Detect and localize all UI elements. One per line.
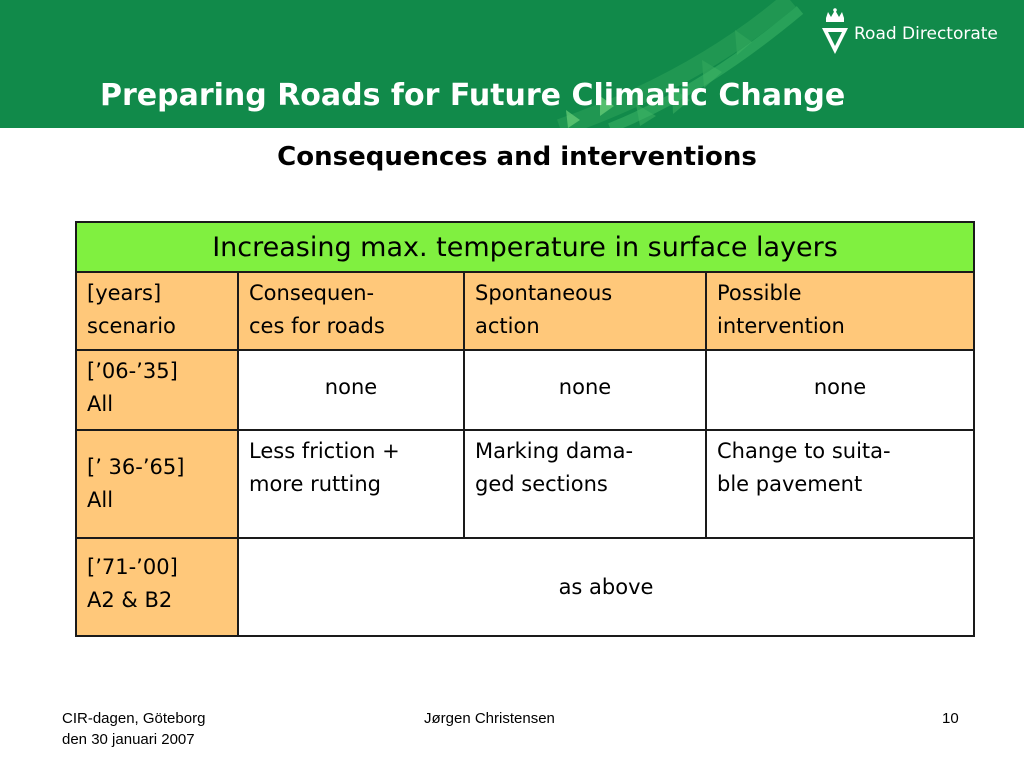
consequences-cell: none xyxy=(237,349,465,431)
arrow-decoration-icon xyxy=(557,0,804,128)
action-cell: Marking dama-ged sections xyxy=(463,429,707,539)
column-header-row: [years] scenario Consequen-ces for roads … xyxy=(75,271,976,351)
footer-event: CIR-dagen, Göteborg den 30 januari 2007 xyxy=(62,708,205,750)
column-header-intervention: Possible intervention xyxy=(704,271,976,351)
column-header-scenario: [years] scenario xyxy=(75,271,239,351)
action-cell: none xyxy=(463,349,707,431)
column-header-consequences: Consequen-ces for roads xyxy=(237,271,465,351)
column-header-action: Spontaneous action xyxy=(463,271,707,351)
road-directorate-logo: Road Directorate xyxy=(818,8,1024,60)
logo-text: Road Directorate xyxy=(854,24,998,44)
scenario-cell: [’71-’00] A2 & B2 xyxy=(75,537,239,637)
slide-title: Preparing Roads for Future Climatic Chan… xyxy=(100,78,846,113)
intervention-cell: none xyxy=(704,349,976,431)
crown-shield-icon xyxy=(822,8,848,54)
table-row: [’ 36-’65] All Less friction + more ruttin… xyxy=(75,429,976,539)
page-number: 10 xyxy=(942,710,959,727)
intervention-cell: Change to suita-ble pavement xyxy=(704,429,976,539)
consequences-table: Increasing max. temperature in surface l… xyxy=(74,221,976,637)
table-row: [’06-’35] All none none none xyxy=(75,349,976,431)
footer-event-line1: CIR-dagen, Göteborg xyxy=(62,710,206,727)
consequences-cell: Less friction + more rutting xyxy=(237,429,465,539)
table-header: Increasing max. temperature in surface l… xyxy=(74,221,976,273)
scenario-cell: [’06-’35] All xyxy=(75,349,239,431)
header-banner: Preparing Roads for Future Climatic Chan… xyxy=(0,0,1024,128)
merged-cell: as above xyxy=(236,537,976,637)
footer-author: Jørgen Christensen xyxy=(424,710,555,727)
slide-subtitle: Consequences and interventions xyxy=(277,142,757,172)
table-row: [’71-’00] A2 & B2 as above xyxy=(75,537,976,637)
scenario-cell: [’ 36-’65] All xyxy=(75,429,239,539)
footer-event-line2: den 30 januari 2007 xyxy=(62,731,195,748)
